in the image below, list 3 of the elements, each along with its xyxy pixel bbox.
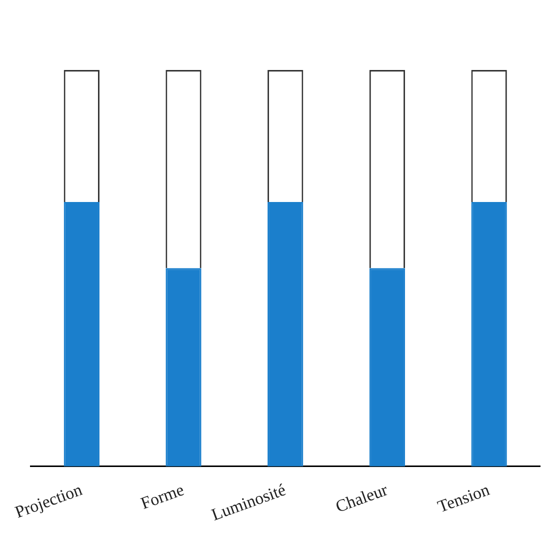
x-tick-label: Forme (138, 480, 186, 514)
x-tick-label: Chaleur (333, 480, 390, 516)
x-tick-label: Tension (435, 480, 492, 516)
